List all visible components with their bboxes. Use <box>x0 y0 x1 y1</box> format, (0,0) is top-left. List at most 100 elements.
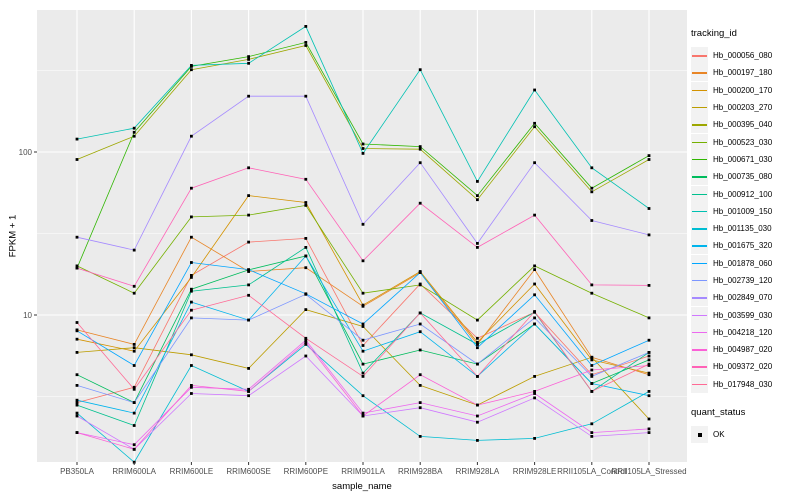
line-swatch-icon <box>691 47 708 65</box>
legend-label: Hb_000735_080 <box>713 172 773 182</box>
data-point-marker <box>190 134 193 138</box>
data-point-marker <box>361 222 365 226</box>
data-point-marker <box>361 259 365 263</box>
data-point-marker <box>476 414 479 418</box>
data-point-marker <box>190 186 193 190</box>
data-point-marker <box>75 403 79 407</box>
legend-item: Hb_002739_120 <box>691 272 799 289</box>
legend-label: Hb_000197_180 <box>713 68 773 78</box>
data-point-marker <box>190 353 193 357</box>
data-point-marker <box>247 367 250 370</box>
line-swatch-icon <box>691 358 708 376</box>
data-point-marker <box>304 25 308 28</box>
data-point-marker <box>190 384 193 387</box>
data-point-marker <box>590 219 594 222</box>
legend-label: Hb_004218_120 <box>713 327 773 337</box>
data-point-marker <box>418 435 422 438</box>
data-point-marker <box>132 343 136 346</box>
data-point-marker <box>647 354 651 358</box>
data-point-marker <box>361 338 365 342</box>
data-point-marker <box>418 322 422 326</box>
data-point-marker <box>647 358 651 362</box>
data-point-marker <box>590 373 594 377</box>
data-point-marker <box>190 385 193 389</box>
data-point-marker <box>190 235 193 239</box>
data-point-marker <box>361 362 365 366</box>
data-point-marker <box>304 308 308 311</box>
legend-label: Hb_000395_040 <box>713 120 773 130</box>
data-point-marker <box>418 384 422 387</box>
line-swatch-icon <box>691 237 708 255</box>
legend-label: Hb_001135_030 <box>713 224 772 234</box>
data-point-marker <box>190 261 193 264</box>
data-point-marker <box>590 368 594 372</box>
data-point-marker <box>304 292 308 296</box>
line-swatch-icon <box>691 341 708 359</box>
line-swatch-icon <box>691 81 708 99</box>
data-point-marker <box>75 373 79 377</box>
legend-label: Hb_000912_100 <box>713 189 773 199</box>
data-point-marker <box>590 283 594 287</box>
data-point-marker <box>247 318 250 322</box>
data-point-marker <box>361 371 365 375</box>
data-point-marker <box>647 158 651 161</box>
data-point-marker <box>132 424 136 427</box>
data-point-marker <box>361 291 365 295</box>
data-point-marker <box>590 375 594 378</box>
data-point-marker <box>304 338 308 342</box>
data-point-marker <box>75 266 79 270</box>
line-swatch-icon <box>691 185 708 203</box>
legend-label: Hb_009372_020 <box>713 362 773 372</box>
data-point-marker <box>190 392 193 395</box>
quant-status-legend: quant_status OK <box>691 407 799 444</box>
data-point-marker <box>361 147 365 150</box>
data-point-marker <box>533 293 536 297</box>
data-point-marker <box>132 291 136 295</box>
data-point-marker <box>647 338 651 342</box>
data-point-marker <box>533 437 536 440</box>
data-point-marker <box>476 242 479 245</box>
data-point-marker <box>647 431 651 434</box>
data-point-marker <box>132 248 136 252</box>
legend-label: Hb_002739_120 <box>713 276 773 285</box>
data-point-marker <box>647 284 651 287</box>
data-point-marker <box>247 283 250 287</box>
legend-label: Hb_000056_080 <box>713 51 773 61</box>
line-swatch-icon <box>691 133 708 151</box>
data-point-marker <box>533 390 536 393</box>
y-tick-label: 100 <box>19 148 33 157</box>
line-swatch-icon <box>691 289 708 307</box>
legend-item: Hb_004987_020 <box>691 341 799 359</box>
data-point-marker <box>590 291 594 295</box>
data-point-marker <box>590 435 594 438</box>
data-point-marker <box>304 177 308 181</box>
data-point-marker <box>132 411 136 415</box>
data-point-marker <box>132 401 136 404</box>
data-point-marker <box>132 385 136 389</box>
data-point-marker <box>361 142 365 146</box>
data-point-marker <box>247 268 250 271</box>
data-point-marker <box>418 68 422 72</box>
data-point-marker <box>247 58 250 61</box>
data-point-marker <box>590 364 594 367</box>
data-point-marker <box>132 284 136 288</box>
data-point-marker <box>590 431 594 434</box>
data-point-marker <box>361 344 365 347</box>
data-point-marker <box>304 237 308 240</box>
line-swatch-icon <box>691 64 708 82</box>
legend-label: Hb_002849_070 <box>713 293 773 303</box>
data-point-marker <box>304 266 308 270</box>
data-point-marker <box>418 161 422 165</box>
x-tick-label: RRIM600LA <box>112 467 156 476</box>
legend-label: Hb_000200_170 <box>713 85 773 95</box>
data-point-marker <box>647 427 651 431</box>
data-point-marker <box>647 316 651 320</box>
x-tick-label: RRIM928LE <box>513 467 557 476</box>
legend-item: Hb_000912_100 <box>691 185 799 203</box>
x-tick-label: RRIM600LE <box>170 467 214 476</box>
data-point-marker <box>247 270 250 273</box>
legend-label: OK <box>713 430 725 440</box>
data-point-marker <box>132 346 136 350</box>
data-point-marker <box>190 215 193 219</box>
